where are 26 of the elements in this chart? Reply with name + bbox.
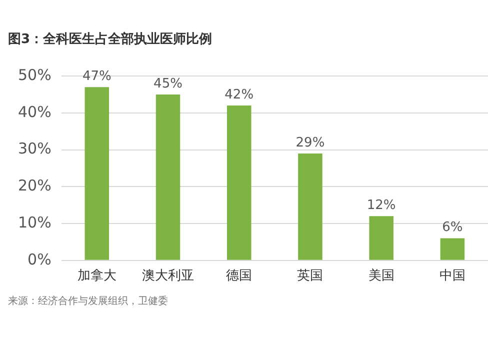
y-tick-label: 40% bbox=[18, 102, 52, 121]
chart-title: 图3：全科医生占全部执业医师比例 bbox=[8, 30, 214, 48]
data-label: 12% bbox=[366, 198, 396, 214]
data-label: 47% bbox=[82, 68, 112, 84]
y-tick-label: 20% bbox=[18, 176, 52, 195]
bar bbox=[84, 87, 110, 260]
bar bbox=[156, 94, 180, 260]
y-tick-label: 0% bbox=[28, 250, 52, 268]
source-note: 来源：经济合作与发展组织，卫健委 bbox=[8, 294, 169, 308]
x-tick-label: 加拿大 bbox=[77, 268, 116, 284]
bar bbox=[298, 153, 322, 260]
y-tick-label: 10% bbox=[18, 213, 52, 232]
data-label: 45% bbox=[154, 76, 182, 92]
x-tick-label: 英国 bbox=[297, 268, 324, 284]
data-label: 29% bbox=[296, 135, 325, 150]
x-tick-label: 德国 bbox=[226, 268, 252, 284]
data-label: 6% bbox=[442, 220, 463, 236]
x-tick-label: 澳大利亚 bbox=[142, 268, 194, 284]
x-tick-label: 中国 bbox=[439, 268, 466, 284]
y-tick-label: 50% bbox=[18, 66, 52, 84]
x-tick-label: 美国 bbox=[368, 268, 394, 284]
bar bbox=[440, 238, 465, 260]
data-label: 42% bbox=[224, 87, 254, 102]
bar bbox=[226, 106, 252, 260]
bar bbox=[369, 216, 394, 260]
y-tick-label: 30% bbox=[18, 140, 52, 158]
